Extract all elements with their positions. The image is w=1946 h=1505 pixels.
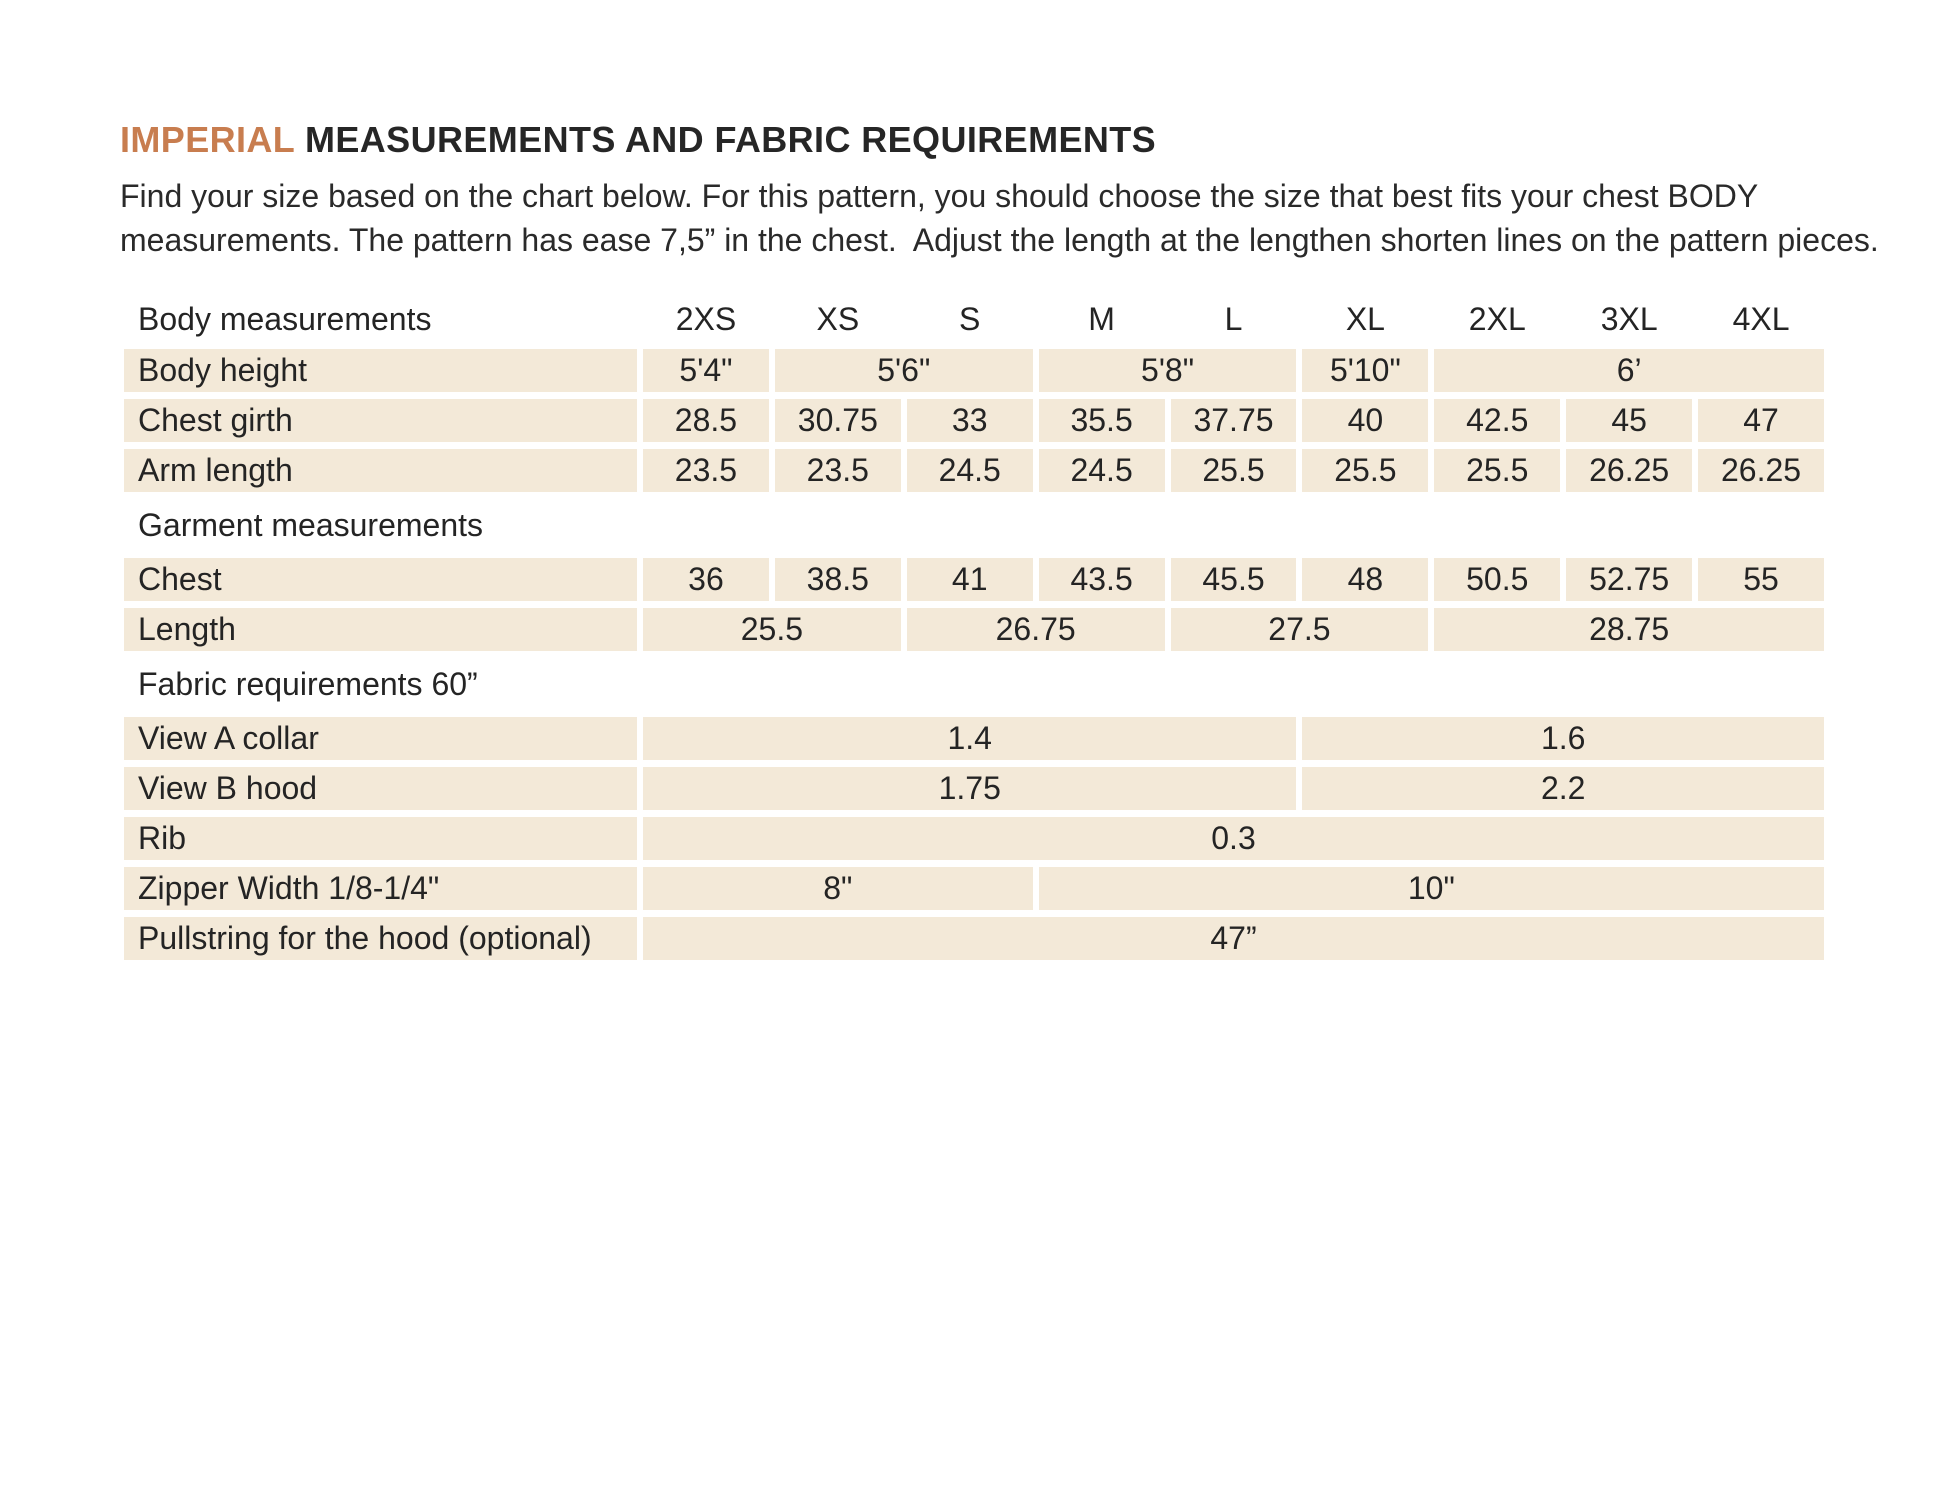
row-length--row-label: Length xyxy=(124,608,637,651)
row-pullstring--row-label: Pullstring for the hood (optional) xyxy=(124,917,637,960)
row-chest-girth--value-cell: 47 xyxy=(1698,399,1824,442)
row-chest-girth--value-cell: 42.5 xyxy=(1434,399,1561,442)
row-chest--value-cell: 52.75 xyxy=(1566,558,1693,601)
row-chest-girth--value-cell: 40 xyxy=(1302,399,1429,442)
header-row--column-header: XL xyxy=(1345,300,1385,337)
row-length--value-cell: 27.5 xyxy=(1170,608,1429,651)
row-chest-girth--value-cell: 45 xyxy=(1566,399,1693,442)
row-chest-girth--value-cell: 33 xyxy=(906,399,1033,442)
header-row--column-header: 2XL xyxy=(1468,300,1526,337)
row-view-b-hood--value-cell: 2.2 xyxy=(1302,767,1824,810)
row-zipper-width--value-cell: 10" xyxy=(1038,867,1824,910)
row-view-a-collar--value-cell: 1.6 xyxy=(1302,717,1824,760)
row-view-a-collar--value-cell: 1.4 xyxy=(643,717,1297,760)
row-chest--row-label: Chest xyxy=(124,558,637,601)
row-chest--value-cell: 38.5 xyxy=(774,558,901,601)
row-arm-length--value-cell: 25.5 xyxy=(1302,449,1429,492)
section-garment-measurements--section-header: Garment measurements xyxy=(138,506,484,543)
page-title: IMPERIAL MEASUREMENTS AND FABRIC REQUIRE… xyxy=(120,118,1946,162)
header-row--column-header: 4XL xyxy=(1732,300,1790,337)
title-highlight: IMPERIAL xyxy=(120,119,295,160)
row-chest--value-cell: 36 xyxy=(643,558,769,601)
title-rest: MEASUREMENTS AND FABRIC REQUIREMENTS xyxy=(294,119,1157,160)
row-view-a-collar--row-label: View A collar xyxy=(124,717,637,760)
row-arm-length--value-cell: 24.5 xyxy=(906,449,1033,492)
row-body-height--value-cell: 5'6" xyxy=(774,349,1033,392)
row-body-height--value-cell: 6’ xyxy=(1434,349,1824,392)
header-row--column-header: 2XS xyxy=(675,300,737,337)
row-view-b-hood--row-label: View B hood xyxy=(124,767,637,810)
row-rib--row-label: Rib xyxy=(124,817,637,860)
row-chest--value-cell: 45.5 xyxy=(1170,558,1297,601)
row-arm-length--row-label: Arm length xyxy=(124,449,637,492)
page: IMPERIAL MEASUREMENTS AND FABRIC REQUIRE… xyxy=(0,118,1946,960)
row-chest--value-cell: 50.5 xyxy=(1434,558,1561,601)
row-arm-length--value-cell: 25.5 xyxy=(1434,449,1561,492)
header-row--column-header: L xyxy=(1224,300,1243,337)
row-length--value-cell: 28.75 xyxy=(1434,608,1824,651)
row-chest--value-cell: 41 xyxy=(906,558,1033,601)
row-body-height--row-label: Body height xyxy=(124,349,637,392)
row-arm-length--value-cell: 24.5 xyxy=(1038,449,1165,492)
row-body-height--value-cell: 5'4" xyxy=(643,349,769,392)
row-chest-girth--value-cell: 30.75 xyxy=(774,399,901,442)
row-length--value-cell: 25.5 xyxy=(643,608,901,651)
header-row--column-header-label: Body measurements xyxy=(138,300,432,337)
header-row--column-header: 3XL xyxy=(1600,300,1658,337)
row-body-height--value-cell: 5'10" xyxy=(1302,349,1429,392)
row-arm-length--value-cell: 23.5 xyxy=(774,449,901,492)
row-chest-girth--value-cell: 37.75 xyxy=(1170,399,1297,442)
row-zipper-width--row-label: Zipper Width 1/8-1/4" xyxy=(124,867,637,910)
row-chest-girth--value-cell: 28.5 xyxy=(643,399,769,442)
row-chest--value-cell: 48 xyxy=(1302,558,1429,601)
row-arm-length--value-cell: 25.5 xyxy=(1170,449,1297,492)
row-rib--value-cell: 0.3 xyxy=(643,817,1824,860)
header-row--column-header: M xyxy=(1088,300,1115,337)
intro-text: Find your size based on the chart below.… xyxy=(120,178,1879,258)
row-arm-length--value-cell: 23.5 xyxy=(643,449,769,492)
row-zipper-width--value-cell: 8" xyxy=(643,867,1033,910)
row-chest--value-cell: 43.5 xyxy=(1038,558,1165,601)
row-chest--value-cell: 55 xyxy=(1698,558,1824,601)
header-row--column-header: XS xyxy=(816,300,860,337)
row-length--value-cell: 26.75 xyxy=(906,608,1165,651)
row-arm-length--value-cell: 26.25 xyxy=(1698,449,1824,492)
row-chest-girth--value-cell: 35.5 xyxy=(1038,399,1165,442)
section-fabric-requirements--section-header: Fabric requirements 60” xyxy=(138,665,478,702)
row-view-b-hood--value-cell: 1.75 xyxy=(643,767,1297,810)
header-row--column-header: S xyxy=(959,300,981,337)
row-pullstring--value-cell: 47” xyxy=(643,917,1824,960)
row-chest-girth--row-label: Chest girth xyxy=(124,399,637,442)
row-arm-length--value-cell: 26.25 xyxy=(1566,449,1693,492)
size-chart-table: Body measurements 2XS XS S M L XL 2XL 3XL 4XL Body… xyxy=(124,296,1824,960)
row-body-height--value-cell: 5'8" xyxy=(1038,349,1297,392)
